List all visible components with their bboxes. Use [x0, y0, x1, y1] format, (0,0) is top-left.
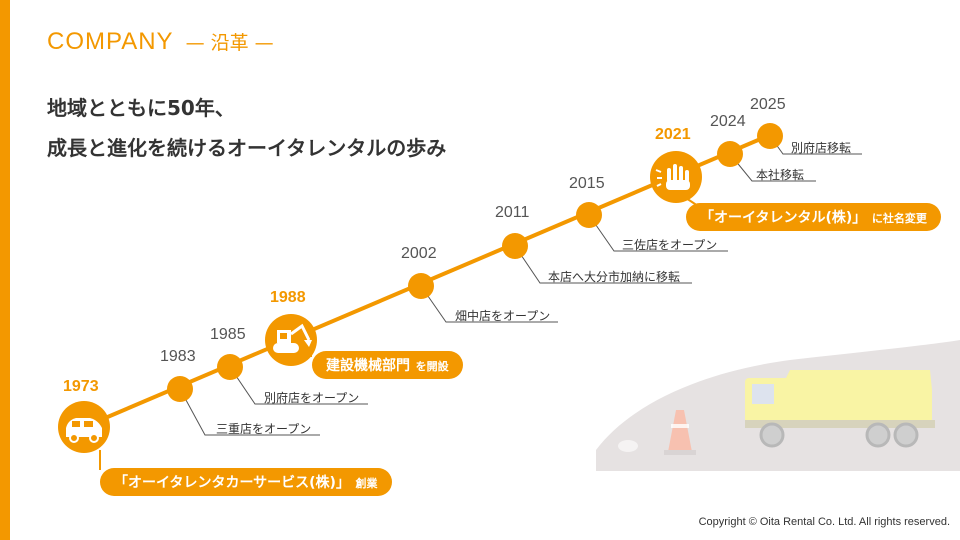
year-1985: 1985 — [210, 326, 246, 343]
event-2025: 別府店移転 — [791, 141, 852, 155]
timeline-dot-2024 — [717, 141, 743, 167]
milestone-1973-main: 「オーイタレンタカーサービス(株)」 — [114, 475, 350, 491]
year-2024: 2024 — [710, 113, 746, 130]
lead-line-2: 成長と進化を続けるオーイタレンタルの歩み — [47, 136, 447, 160]
year-1983: 1983 — [160, 348, 196, 365]
timeline-dot-2015 — [576, 202, 602, 228]
lead-text: 地域とともに50年、 成長と進化を続けるオーイタレンタルの歩み — [47, 88, 446, 168]
accent-bar — [0, 0, 10, 540]
milestone-pill-1988: 建設機械部門 を開設 — [312, 351, 463, 379]
event-2024: 本社移転 — [756, 168, 805, 182]
milestone-1973-sub: 創業 — [355, 477, 378, 490]
year-2025: 2025 — [750, 96, 786, 113]
event-1983: 三重店をオープン — [216, 422, 312, 436]
dump-truck-icon — [596, 340, 960, 471]
timeline-dot-2002 — [408, 273, 434, 299]
milestone-1988-main: 建設機械部門 — [326, 358, 410, 374]
timeline-dot-2011 — [502, 233, 528, 259]
milestone-2021-main: 「オーイタレンタル(株)」 — [700, 210, 867, 226]
year-1973: 1973 — [63, 378, 99, 395]
milestone-pill-2021: 「オーイタレンタル(株)」 に社名変更 — [686, 203, 941, 231]
timeline-dot-1985 — [217, 354, 243, 380]
year-2002: 2002 — [401, 245, 437, 262]
milestone-2021-sub: に社名変更 — [871, 212, 927, 225]
copyright-text: Copyright © Oita Rental Co. Ltd. All rig… — [698, 516, 950, 528]
timeline-dot-1983 — [167, 376, 193, 402]
year-2011: 2011 — [495, 204, 530, 221]
event-1985: 別府店をオープン — [264, 391, 360, 405]
header-title-jp: — 沿革 — — [185, 32, 274, 54]
event-2015: 三佐店をオープン — [622, 238, 718, 252]
header-title-en: COMPANY — [47, 28, 174, 55]
year-1988: 1988 — [270, 289, 306, 306]
car-icon — [58, 401, 110, 453]
timeline-dot-2025 — [757, 123, 783, 149]
year-2021: 2021 — [655, 126, 691, 143]
year-2015: 2015 — [569, 175, 605, 192]
excavator-icon — [265, 314, 317, 366]
event-2011: 本店へ大分市加納に移転 — [548, 270, 681, 284]
hand-icon — [650, 151, 702, 203]
event-2002: 畑中店をオープン — [455, 309, 551, 323]
lead-line-1: 地域とともに50年、 — [47, 96, 235, 120]
milestone-1988-sub: を開設 — [415, 360, 449, 373]
milestone-pill-1973: 「オーイタレンタカーサービス(株)」 創業 — [100, 468, 392, 496]
page-header: COMPANY — 沿革 — — [47, 28, 274, 56]
